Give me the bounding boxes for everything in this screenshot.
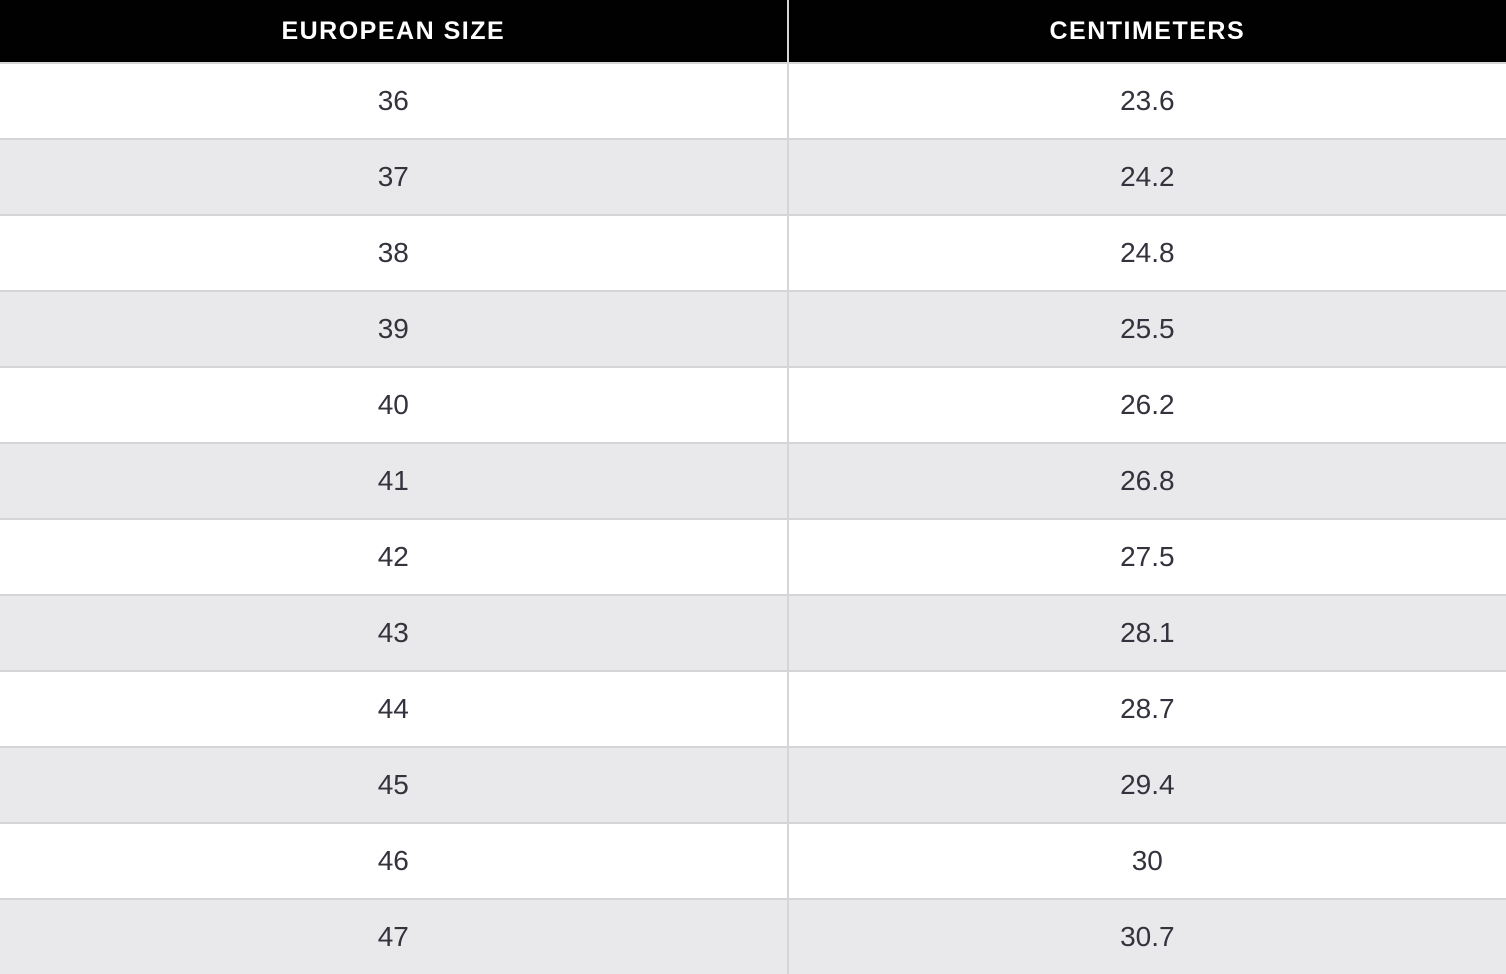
cell-centimeters: 23.6: [787, 62, 1506, 139]
table-row: 38 24.8: [0, 214, 1506, 291]
table-row: 36 23.6: [0, 62, 1506, 139]
cell-centimeters: 29.4: [787, 746, 1506, 823]
cell-european-size: 47: [0, 898, 789, 974]
cell-centimeters: 26.8: [787, 442, 1506, 519]
cell-centimeters: 30: [787, 822, 1506, 899]
table-row: 40 26.2: [0, 366, 1506, 443]
cell-european-size: 37: [0, 138, 789, 215]
cell-centimeters: 27.5: [787, 518, 1506, 595]
size-table-body: 36 23.6 37 24.2 38 24.8 39 25.5 40 26.2 41 26.8 42 27…: [0, 62, 1506, 974]
table-row: 45 29.4: [0, 746, 1506, 823]
cell-centimeters: 25.5: [787, 290, 1506, 367]
cell-european-size: 44: [0, 670, 789, 747]
table-row: 39 25.5: [0, 290, 1506, 367]
cell-centimeters: 26.2: [787, 366, 1506, 443]
cell-european-size: 42: [0, 518, 789, 595]
cell-european-size: 39: [0, 290, 789, 367]
cell-european-size: 45: [0, 746, 789, 823]
column-header-european-size: EUROPEAN SIZE: [0, 0, 789, 63]
cell-european-size: 38: [0, 214, 789, 291]
table-row: 44 28.7: [0, 670, 1506, 747]
table-row: 43 28.1: [0, 594, 1506, 671]
table-row: 47 30.7: [0, 898, 1506, 974]
cell-centimeters: 24.2: [787, 138, 1506, 215]
cell-european-size: 36: [0, 62, 789, 139]
column-header-centimeters: CENTIMETERS: [787, 0, 1506, 63]
table-row: 42 27.5: [0, 518, 1506, 595]
cell-centimeters: 24.8: [787, 214, 1506, 291]
cell-european-size: 41: [0, 442, 789, 519]
cell-european-size: 43: [0, 594, 789, 671]
cell-european-size: 46: [0, 822, 789, 899]
cell-centimeters: 28.7: [787, 670, 1506, 747]
cell-centimeters: 30.7: [787, 898, 1506, 974]
table-row: 41 26.8: [0, 442, 1506, 519]
table-row: 46 30: [0, 822, 1506, 899]
table-header: EUROPEAN SIZE CENTIMETERS: [0, 0, 1506, 63]
header-row: EUROPEAN SIZE CENTIMETERS: [0, 0, 1506, 63]
cell-european-size: 40: [0, 366, 789, 443]
cell-centimeters: 28.1: [787, 594, 1506, 671]
table-row: 37 24.2: [0, 138, 1506, 215]
